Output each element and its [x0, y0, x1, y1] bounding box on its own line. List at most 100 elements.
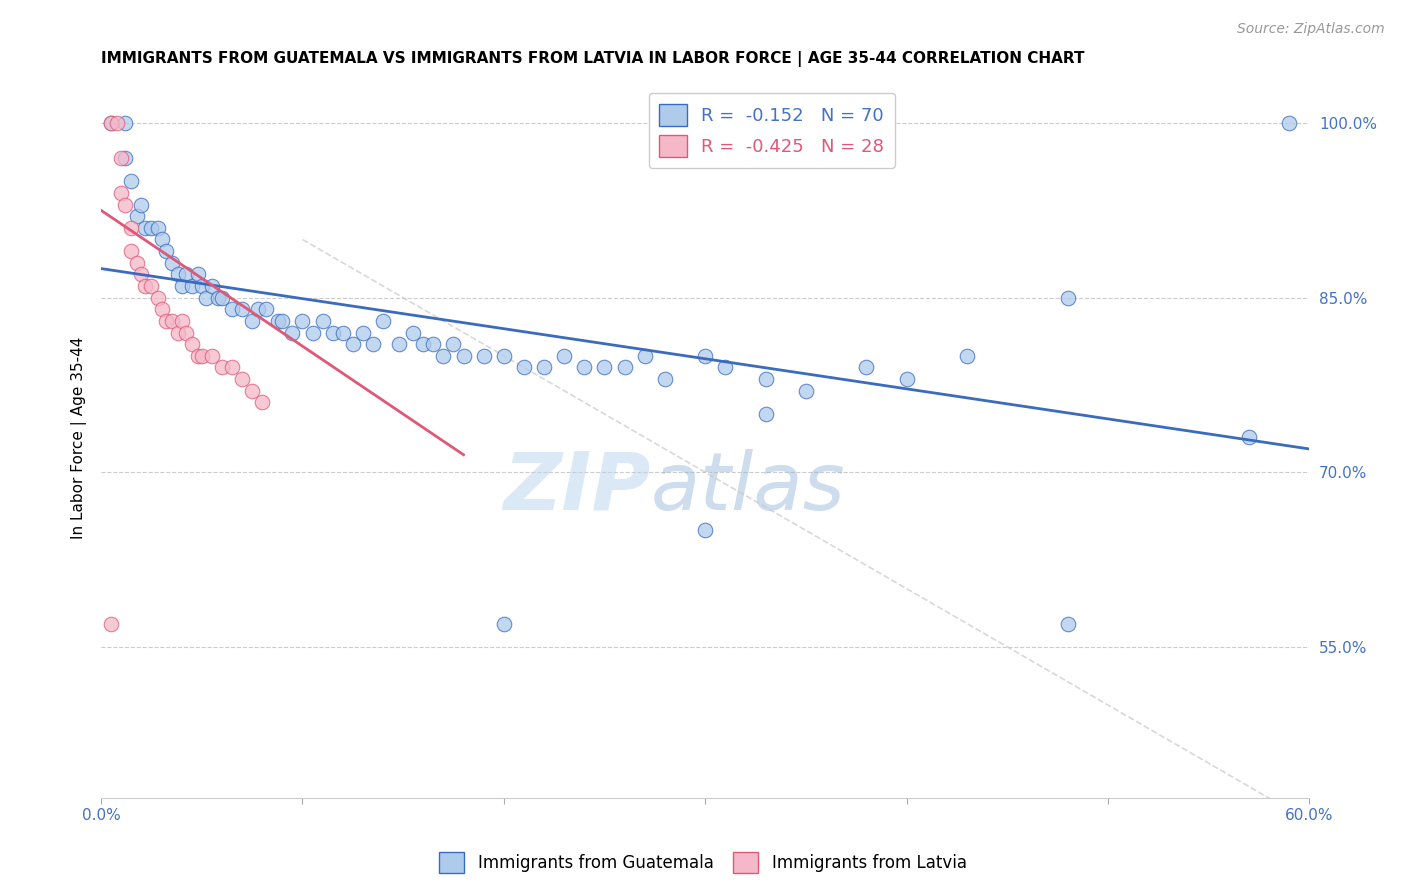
Point	[250, 395, 273, 409]
Point	[240, 384, 263, 398]
Point	[100, 116, 122, 130]
Point	[291, 314, 314, 328]
Point	[134, 220, 156, 235]
Point	[1237, 430, 1260, 444]
Text: Source: ZipAtlas.com: Source: ZipAtlas.com	[1237, 22, 1385, 37]
Point	[187, 268, 209, 282]
Text: IMMIGRANTS FROM GUATEMALA VS IMMIGRANTS FROM LATVIA IN LABOR FORCE | AGE 35-44 C: IMMIGRANTS FROM GUATEMALA VS IMMIGRANTS …	[101, 51, 1084, 67]
Text: atlas: atlas	[651, 449, 845, 527]
Point	[332, 326, 354, 340]
Point	[231, 302, 253, 317]
Point	[201, 349, 224, 363]
Point	[855, 360, 877, 375]
Point	[120, 244, 142, 259]
Point	[141, 220, 163, 235]
Point	[371, 314, 394, 328]
Point	[155, 314, 177, 328]
Point	[100, 116, 122, 130]
Point	[150, 232, 173, 246]
Point	[114, 116, 136, 130]
Point	[896, 372, 918, 386]
Point	[755, 372, 778, 386]
Point	[160, 256, 183, 270]
Point	[755, 407, 778, 421]
Point	[432, 349, 454, 363]
Point	[170, 279, 193, 293]
Point	[443, 337, 465, 351]
Point	[110, 151, 132, 165]
Legend: Immigrants from Guatemala, Immigrants from Latvia: Immigrants from Guatemala, Immigrants fr…	[433, 846, 973, 880]
Point	[422, 337, 444, 351]
Point	[388, 337, 411, 351]
Point	[207, 291, 229, 305]
Point	[187, 349, 209, 363]
Point	[191, 349, 214, 363]
Point	[342, 337, 364, 351]
Point	[574, 360, 596, 375]
Point	[120, 174, 142, 188]
Point	[634, 349, 657, 363]
Point	[654, 372, 676, 386]
Point	[191, 279, 214, 293]
Point	[412, 337, 434, 351]
Point	[231, 372, 253, 386]
Point	[492, 349, 515, 363]
Point	[472, 349, 495, 363]
Point	[593, 360, 616, 375]
Point	[613, 360, 636, 375]
Point	[301, 326, 323, 340]
Point	[174, 326, 197, 340]
Point	[271, 314, 294, 328]
Point	[533, 360, 555, 375]
Point	[146, 291, 169, 305]
Point	[131, 268, 153, 282]
Point	[254, 302, 277, 317]
Point	[110, 186, 132, 200]
Point	[127, 256, 149, 270]
Point	[956, 349, 979, 363]
Point	[194, 291, 217, 305]
Point	[201, 279, 224, 293]
Point	[180, 337, 202, 351]
Point	[211, 360, 233, 375]
Point	[155, 244, 177, 259]
Point	[1278, 116, 1301, 130]
Point	[402, 326, 425, 340]
Point	[180, 279, 202, 293]
Point	[453, 349, 475, 363]
Point	[166, 268, 188, 282]
Point	[170, 314, 193, 328]
Point	[146, 220, 169, 235]
Y-axis label: In Labor Force | Age 35-44: In Labor Force | Age 35-44	[72, 336, 87, 539]
Point	[352, 326, 374, 340]
Point	[492, 616, 515, 631]
Point	[1056, 291, 1078, 305]
Point	[221, 302, 243, 317]
Point	[150, 302, 173, 317]
Point	[311, 314, 333, 328]
Point	[211, 291, 233, 305]
Point	[141, 279, 163, 293]
Point	[553, 349, 575, 363]
Point	[100, 616, 122, 631]
Point	[361, 337, 384, 351]
Point	[513, 360, 536, 375]
Point	[131, 197, 153, 211]
Point	[695, 524, 717, 538]
Point	[114, 151, 136, 165]
Point	[174, 268, 197, 282]
Point	[281, 326, 304, 340]
Point	[794, 384, 817, 398]
Point	[221, 360, 243, 375]
Point	[322, 326, 344, 340]
Point	[114, 197, 136, 211]
Point	[134, 279, 156, 293]
Point	[267, 314, 290, 328]
Point	[166, 326, 188, 340]
Point	[240, 314, 263, 328]
Legend: R =  -0.152   N = 70, R =  -0.425   N = 28: R = -0.152 N = 70, R = -0.425 N = 28	[648, 93, 894, 168]
Point	[695, 349, 717, 363]
Point	[714, 360, 737, 375]
Point	[105, 116, 128, 130]
Text: ZIP: ZIP	[503, 449, 651, 527]
